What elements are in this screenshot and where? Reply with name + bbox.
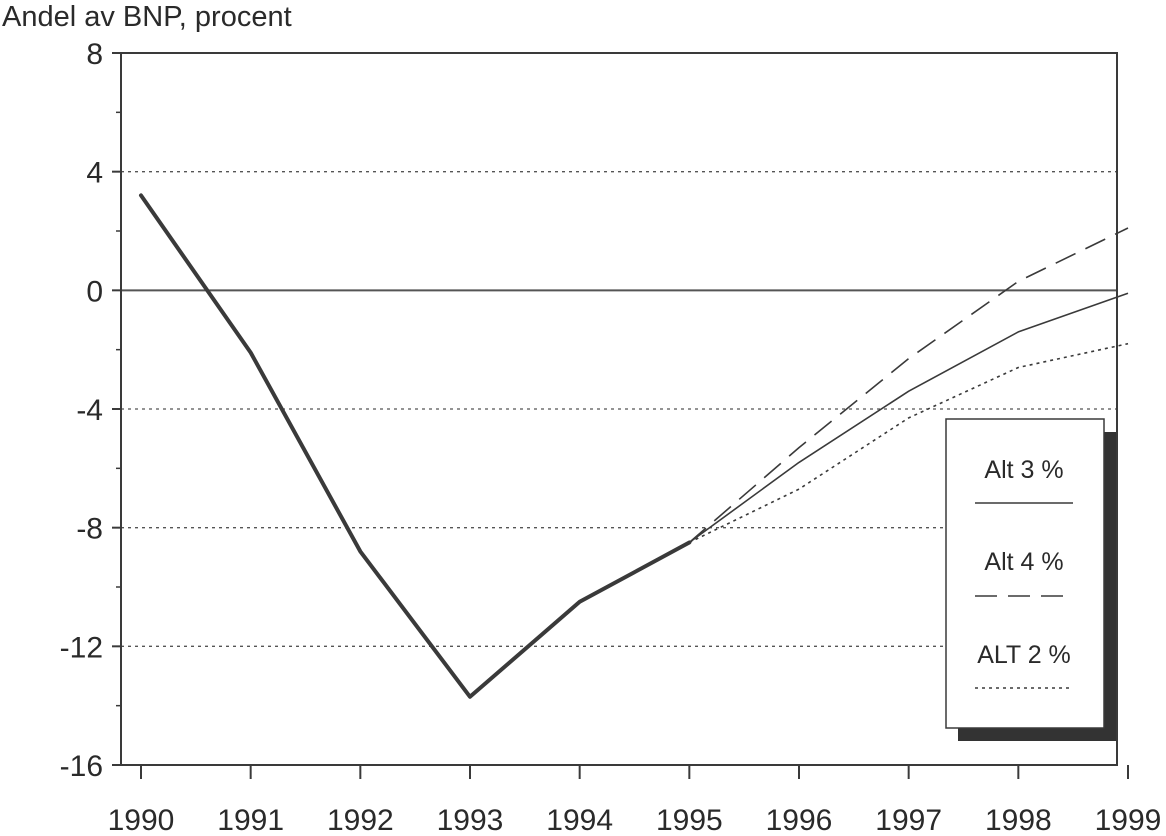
series-line-dotted: [688, 342, 1129, 544]
x-tick-label: 1995: [656, 804, 723, 836]
series-layer: [139, 193, 1129, 699]
x-tick-label: 1992: [327, 804, 394, 836]
y-tick-label: -16: [60, 750, 103, 783]
series-line-solid: [688, 292, 1129, 544]
x-tick-label: 1990: [108, 804, 175, 836]
y-tick-label: 8: [86, 38, 103, 71]
y-tick-label: -8: [76, 513, 103, 546]
x-tick-label: 1997: [875, 804, 942, 836]
y-tick-label: 4: [86, 157, 103, 190]
y-tick-label: 0: [86, 275, 103, 308]
x-tick-label: 1991: [217, 804, 284, 836]
legend: Alt 3 % Alt 4 % ALT 2 %: [945, 418, 1116, 741]
x-tick-label: 1996: [766, 804, 833, 836]
legend-label: Alt 4 %: [984, 548, 1063, 576]
historical-line: [139, 193, 692, 699]
x-tick-label: 1998: [985, 804, 1052, 836]
legend-label: Alt 3 %: [984, 456, 1063, 484]
grid-layer: [121, 171, 1117, 647]
y-axis-label: Andel av BNP, procent: [2, 1, 292, 33]
x-tick-label: 1994: [546, 804, 613, 836]
legend-box: [945, 418, 1105, 729]
x-tick-label: 1993: [437, 804, 504, 836]
legend-label: ALT 2 %: [977, 641, 1071, 669]
x-tick-label: 1999: [1095, 804, 1162, 836]
y-tick-label: -12: [60, 631, 103, 664]
y-tick-label: -4: [76, 394, 103, 427]
